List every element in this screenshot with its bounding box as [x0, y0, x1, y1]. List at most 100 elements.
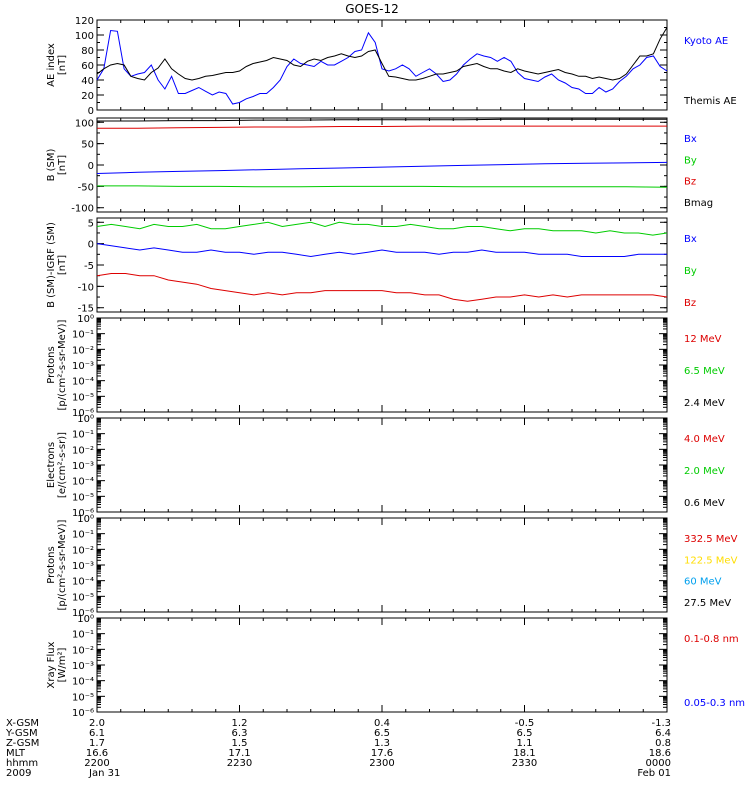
panel-frame: [96, 517, 668, 613]
y-tick-label: 10⁻¹: [72, 330, 94, 341]
y-tick-label: 10⁻³: [72, 361, 94, 372]
y-tick-label: 100: [75, 118, 94, 129]
y-tick-label: -5: [84, 261, 94, 272]
ephemeris-value: 6.4: [655, 728, 671, 739]
panel-bdiff: -15 -10 -5 0 5 B (SM)-IGRF (SM) [nT] Bx By Bz: [46, 217, 697, 315]
y-tick-label: 10⁻²: [72, 645, 94, 656]
y-tick-label: 10⁻⁵: [72, 492, 94, 503]
y-tick-label: 10⁻⁶: [72, 708, 94, 719]
y-axis-label: B (SM)-IGRF (SM): [46, 222, 57, 308]
y-tick-label: -10: [78, 282, 94, 293]
plot-title: GOES-12: [345, 2, 399, 16]
y-tick-label: 10⁻⁶: [72, 408, 94, 419]
legend-entry: 2.0 MeV: [684, 466, 725, 477]
panel-frame: [96, 117, 668, 213]
y-tick-label: 10⁰: [77, 314, 94, 325]
y-tick-label: 100: [75, 31, 94, 42]
panel-frame: [96, 317, 668, 413]
ephemeris-value: Feb 01: [637, 768, 671, 779]
legend-entry: 27.5 MeV: [684, 598, 731, 609]
y-axis-label: Protons: [46, 346, 57, 383]
ephemeris-row-label: MLT: [6, 748, 26, 759]
y-tick-label: 10⁻⁴: [72, 677, 94, 688]
series-line-bx: [96, 243, 667, 258]
y-tick-label: 10⁻⁴: [72, 577, 94, 588]
ephemeris-value: -0.5: [515, 718, 535, 729]
y-tick-label: -50: [78, 182, 94, 193]
ephemeris-value: 6.3: [232, 728, 248, 739]
legend-entry: Kyoto AE: [684, 36, 728, 47]
legend-entry: 0.05-0.3 nm: [684, 698, 745, 709]
legend-entry: By: [684, 155, 697, 166]
y-axis-label: AE index: [46, 43, 57, 87]
y-tick-label: -100: [71, 204, 94, 215]
y-tick-label: 10⁻⁴: [72, 377, 94, 388]
y-tick-label: 10⁻⁵: [72, 392, 94, 403]
y-tick-label: 10⁰: [77, 514, 94, 525]
y-tick-label: 5: [88, 218, 94, 229]
y-tick-label: 120: [75, 16, 94, 27]
y-tick-label: 10⁻¹: [72, 530, 94, 541]
ephemeris-value: 2200: [84, 758, 109, 769]
y-axis-label: Protons: [46, 546, 57, 583]
panel-frame: [96, 19, 668, 111]
panel-protons2: 10⁻⁶ 10⁻⁵ 10⁻⁴ 10⁻³ 10⁻² 10⁻¹ 10⁰ Protons [p/(cm…: [46, 514, 738, 619]
ephemeris-value: -1.3: [651, 718, 671, 729]
ephemeris-value: 17.1: [228, 748, 250, 759]
panel-xray: 10⁻⁶ 10⁻⁵ 10⁻⁴ 10⁻³ 10⁻² 10⁻¹ 10⁰ Xray Flux [W/m…: [46, 614, 745, 719]
panel-protons1: 10⁻⁶ 10⁻⁵ 10⁻⁴ 10⁻³ 10⁻² 10⁻¹ 10⁰ Protons [p/(cm…: [46, 314, 725, 419]
y-tick-label: 10⁻⁴: [72, 477, 94, 488]
legend-entry: Bz: [684, 177, 696, 188]
y-tick-label: 10⁻²: [72, 545, 94, 556]
legend-entry: 4.0 MeV: [684, 434, 725, 445]
ephemeris-value: 1.7: [89, 738, 105, 749]
ephemeris-value: 1.2: [232, 718, 248, 729]
ephemeris-value: 1.5: [232, 738, 248, 749]
ephemeris-row-label: hhmm: [6, 758, 38, 769]
legend-entry: By: [684, 266, 697, 277]
y-tick-label: 10⁻³: [72, 661, 94, 672]
legend-entry: 332.5 MeV: [684, 534, 738, 545]
ephemeris-value: 18.6: [649, 748, 671, 759]
panel-ae: 0 20 40 60 80 100 120 AE index [nT] Kyoto AE Themi…: [46, 16, 737, 117]
y-tick-label: 10⁻⁵: [72, 692, 94, 703]
y-tick-label: 20: [81, 91, 94, 102]
y-tick-label: 60: [81, 61, 94, 72]
series-line-bx: [96, 161, 668, 174]
y-axis-label: [nT]: [57, 255, 68, 275]
y-tick-label: 10⁻⁶: [72, 508, 94, 519]
y-tick-label: 80: [81, 46, 94, 57]
y-tick-label: 10⁻³: [72, 461, 94, 472]
y-axis-label: [nT]: [57, 155, 68, 175]
legend-entry: Bz: [684, 298, 696, 309]
series-line-by: [96, 221, 668, 236]
ephemeris-value: Jan 31: [88, 768, 120, 779]
series-line-bz: [97, 125, 667, 129]
y-tick-label: 10⁻¹: [72, 630, 94, 641]
legend-entry: 0.6 MeV: [684, 498, 725, 509]
legend-entry: Bx: [684, 234, 697, 245]
ephemeris-value: 1.1: [517, 738, 533, 749]
ephemeris-value: 16.6: [86, 748, 108, 759]
y-tick-label: 10⁻²: [72, 345, 94, 356]
y-axis-label: Electrons: [46, 442, 57, 488]
ephemeris-table: X-GSMY-GSMZ-GSMMLThhmm20092.06.11.716.62…: [5, 718, 671, 779]
legend-entry: 6.5 MeV: [684, 366, 725, 377]
ephemeris-value: 0000: [646, 758, 671, 769]
y-tick-label: 50: [81, 140, 94, 151]
legend-entry: Bx: [684, 134, 697, 145]
legend-entry: 2.4 MeV: [684, 398, 725, 409]
legend-entry: Themis AE: [683, 96, 737, 107]
ephemeris-value: 0.4: [374, 718, 390, 729]
ephemeris-value: 2.0: [89, 718, 105, 729]
ephemeris-value: 2230: [227, 758, 252, 769]
y-tick-label: 10⁻²: [72, 445, 94, 456]
ephemeris-value: 2330: [512, 758, 537, 769]
ephemeris-value: 6.5: [374, 728, 390, 739]
y-axis-label: [p/(cm²-s-sr-MeV)]: [57, 319, 68, 410]
ephemeris-row-label: Y-GSM: [5, 728, 38, 739]
y-tick-label: 10⁻⁶: [72, 608, 94, 619]
ephemeris-row-label: Z-GSM: [6, 738, 39, 749]
y-tick-label: 0: [88, 106, 94, 117]
